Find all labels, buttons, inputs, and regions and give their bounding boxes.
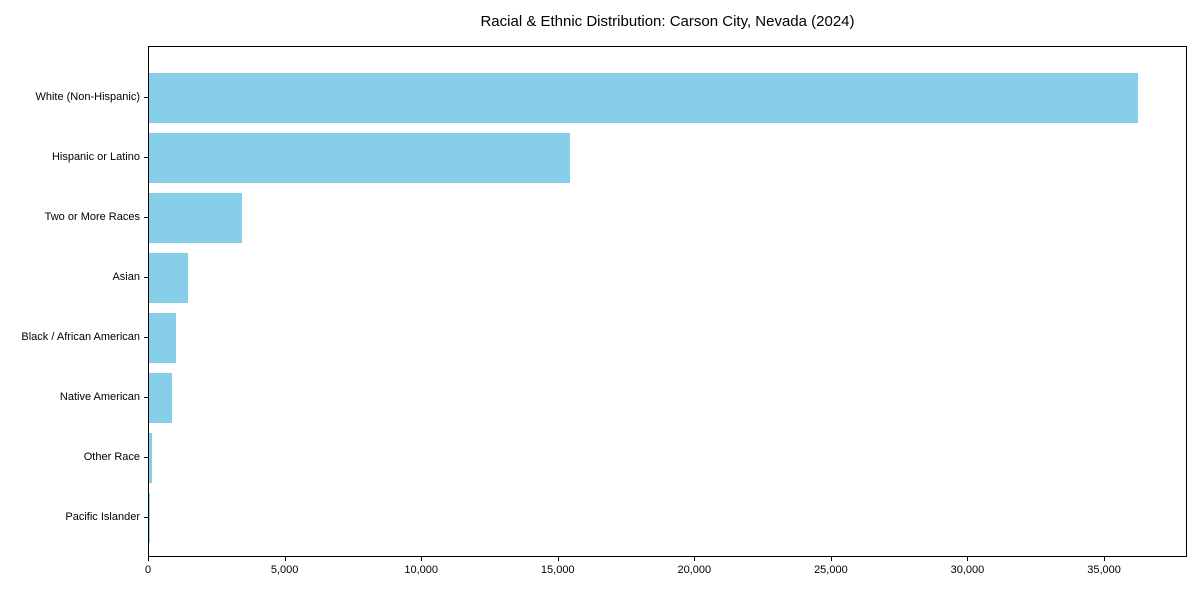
x-axis-tick-label: 25,000: [814, 564, 848, 576]
bar-white-non-hispanic: [149, 73, 1138, 123]
y-axis-label-native-american: Native American: [59, 391, 140, 403]
plot-area: [148, 46, 1187, 557]
x-axis-tick-mark: [830, 557, 832, 561]
y-axis-tick-mark: [144, 277, 148, 278]
y-axis-label-pacific-islander: Pacific Islander: [65, 511, 140, 523]
x-axis-tick-label: 0: [144, 564, 152, 576]
x-axis-tick-label: 30,000: [950, 564, 985, 576]
x-axis-tick-mark: [557, 557, 559, 561]
y-axis-tick-mark: [144, 517, 148, 518]
y-axis-tick-mark: [144, 457, 148, 458]
x-axis-tick-label: 20,000: [677, 564, 712, 576]
y-axis-tick-mark: [144, 337, 148, 338]
x-axis-tick-mark: [1104, 557, 1106, 561]
bar-other-race: [149, 433, 153, 483]
y-axis-label-hispanic-or-latino: Hispanic or Latino: [51, 151, 140, 163]
y-axis-tick-mark: [144, 397, 148, 398]
x-axis-tick-label: 10,000: [404, 564, 438, 576]
y-axis-label-other-race: Other Race: [83, 451, 140, 463]
chart-title: Racial & Ethnic Distribution: Carson Cit…: [480, 13, 855, 30]
bar-pacific-islander: [149, 493, 151, 543]
y-axis-tick-mark: [144, 157, 148, 158]
x-axis-tick-mark: [421, 557, 423, 561]
y-axis-label-black-african-american: Black / African American: [21, 331, 140, 343]
bar-black-african-american: [149, 313, 177, 363]
x-axis-tick-label: 15,000: [540, 564, 575, 576]
y-axis-label-asian: Asian: [112, 271, 140, 283]
bar-native-american: [149, 373, 173, 423]
bar-asian: [149, 253, 189, 303]
bar-two-or-more-races: [149, 193, 242, 243]
y-axis-label-white-non-hispanic: White (Non-Hispanic): [35, 91, 140, 103]
bar-hispanic-or-latino: [149, 133, 570, 183]
x-axis-tick-label: 5,000: [270, 564, 299, 576]
x-axis-tick-label: 35,000: [1087, 564, 1121, 576]
y-axis-tick-mark: [144, 217, 148, 218]
x-axis-tick-mark: [284, 557, 286, 561]
y-axis-label-two-or-more-races: Two or More Races: [44, 211, 140, 223]
x-axis-tick-mark: [967, 557, 969, 561]
x-axis-tick-mark: [694, 557, 696, 561]
y-axis-tick-mark: [144, 97, 148, 98]
x-axis-tick-mark: [148, 557, 149, 561]
